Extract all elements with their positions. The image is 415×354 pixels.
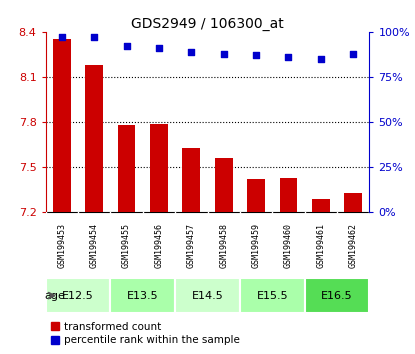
Text: GSM199458: GSM199458	[219, 223, 228, 268]
Bar	[344, 193, 362, 212]
Legend: transformed count, percentile rank within the sample: transformed count, percentile rank withi…	[51, 322, 240, 345]
Bar	[46, 278, 110, 313]
Text: GSM199453: GSM199453	[57, 223, 66, 268]
Text: GSM199462: GSM199462	[349, 223, 358, 268]
Text: GSM199460: GSM199460	[284, 223, 293, 268]
Title: GDS2949 / 106300_at: GDS2949 / 106300_at	[131, 17, 284, 31]
Text: GSM199457: GSM199457	[187, 223, 196, 268]
Text: E15.5: E15.5	[256, 291, 288, 301]
Bar	[150, 124, 168, 212]
Bar	[240, 278, 305, 313]
Bar	[312, 199, 330, 212]
Bar	[118, 125, 135, 212]
Point	[123, 44, 130, 49]
Text: E16.5: E16.5	[321, 291, 353, 301]
Text: GSM199454: GSM199454	[90, 223, 99, 268]
Text: age: age	[44, 291, 65, 301]
Point	[220, 51, 227, 56]
Text: GSM199456: GSM199456	[154, 223, 164, 268]
Text: GSM199455: GSM199455	[122, 223, 131, 268]
Text: GSM199461: GSM199461	[316, 223, 325, 268]
Point	[253, 52, 259, 58]
Bar	[175, 278, 240, 313]
Bar	[110, 278, 175, 313]
Bar	[85, 65, 103, 212]
Bar	[247, 179, 265, 212]
Bar	[280, 178, 297, 212]
Point	[188, 49, 195, 55]
Text: E12.5: E12.5	[62, 291, 94, 301]
Text: E14.5: E14.5	[192, 291, 223, 301]
Bar	[305, 278, 369, 313]
Point	[59, 34, 65, 40]
Point	[156, 45, 162, 51]
Point	[91, 34, 98, 40]
Bar	[53, 39, 71, 212]
Point	[317, 56, 324, 62]
Text: E13.5: E13.5	[127, 291, 159, 301]
Point	[285, 54, 292, 60]
Bar	[183, 148, 200, 212]
Point	[350, 51, 356, 56]
Text: GSM199459: GSM199459	[251, 223, 261, 268]
Bar	[215, 158, 232, 212]
